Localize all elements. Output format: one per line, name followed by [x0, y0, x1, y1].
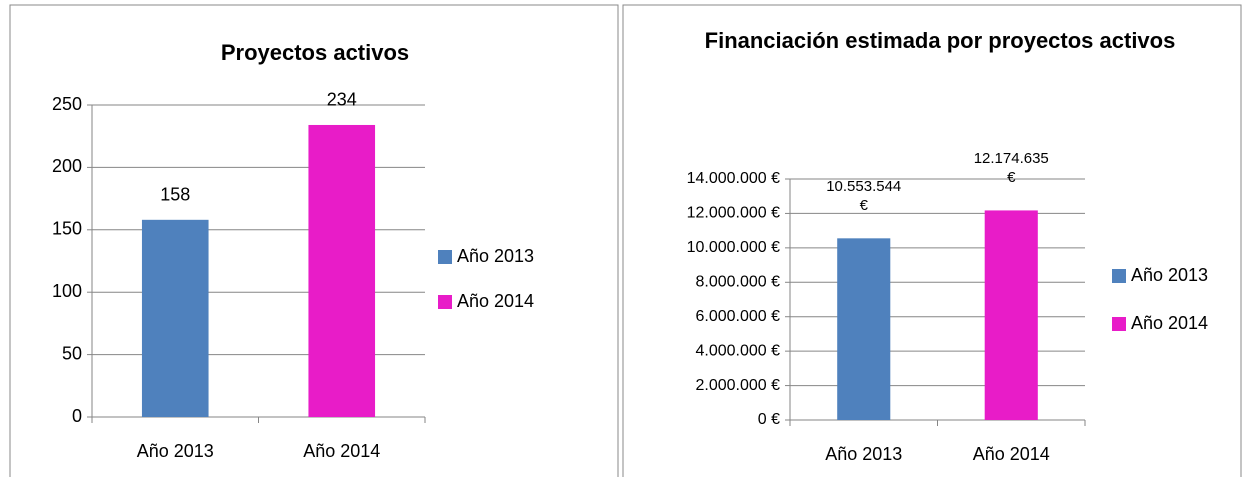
x-tick-label: Año 2014 [303, 441, 380, 461]
chart-title: Proyectos activos [220, 40, 410, 65]
y-tick-label: 4.000.000 € [695, 342, 780, 359]
bar [837, 238, 891, 420]
legend-label: Año 2014 [1131, 313, 1208, 333]
data-label: 234 [327, 90, 357, 110]
data-label: 12.174.635 € [973, 150, 1049, 187]
legend-label: Año 2013 [457, 246, 534, 266]
chart-title-box: Proyectos activos [220, 40, 410, 65]
legend-swatch [1112, 317, 1126, 331]
y-tick-label: 8.000.000 € [695, 274, 780, 291]
data-label-box: 10.553.544 € [826, 178, 902, 215]
x-tick-label: Año 2013 [137, 441, 214, 461]
y-tick-label: 12.000.000 € [687, 205, 781, 222]
y-tick-label: 6.000.000 € [695, 308, 780, 325]
chart-title-box: Financiación estimada por proyectos acti… [704, 28, 1176, 53]
y-tick-label: 2.000.000 € [695, 377, 780, 394]
x-tick-label: Año 2014 [973, 444, 1050, 464]
legend-label: Año 2013 [1131, 265, 1208, 285]
data-label: 158 [160, 185, 190, 205]
chart-title: Financiación estimada por proyectos acti… [704, 28, 1176, 53]
x-tick-label: Año 2013 [825, 444, 902, 464]
y-tick-label: 100 [52, 281, 82, 301]
bar [308, 124, 376, 417]
legend-label: Año 2014 [457, 291, 534, 311]
data-label-box: 12.174.635 € [973, 150, 1049, 187]
bar [984, 210, 1038, 420]
y-tick-label: 150 [52, 219, 82, 239]
y-tick-label: 14.000.000 € [687, 170, 781, 187]
bar [141, 219, 209, 417]
y-tick-label: 10.000.000 € [687, 239, 781, 256]
legend-swatch [438, 295, 452, 309]
y-tick-label: 0 [72, 406, 82, 426]
y-tick-label: 0 € [758, 411, 780, 428]
legend-swatch [438, 250, 452, 264]
y-tick-label: 200 [52, 156, 82, 176]
legend-swatch [1112, 269, 1126, 283]
y-tick-label: 250 [52, 94, 82, 114]
panel-border [9, 4, 619, 482]
data-label: 10.553.544 € [826, 178, 902, 215]
y-tick-label: 50 [62, 343, 82, 363]
panel-border [622, 4, 1242, 482]
